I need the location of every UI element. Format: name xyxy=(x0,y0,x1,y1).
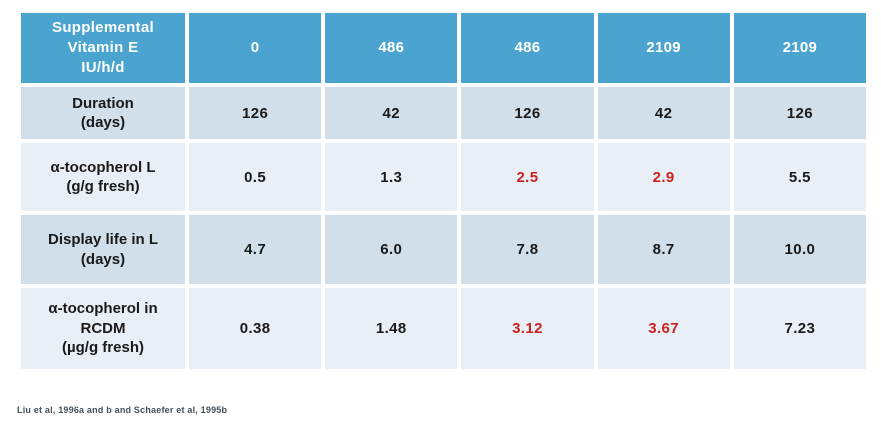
table-cell: 0.5 xyxy=(189,143,322,211)
table-cell: 126 xyxy=(461,87,594,139)
row-header: Display life in L (days) xyxy=(21,215,185,284)
table-cell: 7.23 xyxy=(733,288,866,369)
table-cell: 0.38 xyxy=(189,288,322,369)
table-row-display-life: Display life in L (days) 4.7 6.0 7.8 8.7… xyxy=(21,215,866,284)
table-cell: 7.8 xyxy=(461,215,594,284)
column-header: 2109 xyxy=(733,13,866,83)
table-row-duration: Duration (days) 126 42 126 42 126 xyxy=(21,87,866,139)
table-cell: 10.0 xyxy=(733,215,866,284)
table-cell: 1.3 xyxy=(325,143,458,211)
table-cell: 1.48 xyxy=(325,288,458,369)
column-header: 486 xyxy=(325,13,458,83)
table-cell: 42 xyxy=(597,87,730,139)
table-cell: 126 xyxy=(189,87,322,139)
table-cell: 4.7 xyxy=(189,215,322,284)
table-cell: 2.9 xyxy=(597,143,730,211)
table-header-label: Supplemental Vitamin E IU/h/d xyxy=(21,13,185,83)
table-header-row: Supplemental Vitamin E IU/h/d 0 486 486 … xyxy=(21,13,866,83)
column-header: 486 xyxy=(461,13,594,83)
table-cell: 2.5 xyxy=(461,143,594,211)
table-cell: 8.7 xyxy=(597,215,730,284)
table-cell: 6.0 xyxy=(325,215,458,284)
table-cell: 3.12 xyxy=(461,288,594,369)
table-cell: 5.5 xyxy=(733,143,866,211)
column-header: 2109 xyxy=(597,13,730,83)
row-header: Duration (days) xyxy=(21,87,185,139)
table-row-tocopherol-l: α-tocopherol L (g/g fresh) 0.5 1.3 2.5 2… xyxy=(21,143,866,211)
table-cell: 3.67 xyxy=(597,288,730,369)
table-row-tocopherol-rcdm: α-tocopherol in RCDM (µg/g fresh) 0.38 1… xyxy=(21,288,866,369)
table-cell: 42 xyxy=(325,87,458,139)
row-header: α-tocopherol L (g/g fresh) xyxy=(21,143,185,211)
table-cell: 126 xyxy=(733,87,866,139)
row-header: α-tocopherol in RCDM (µg/g fresh) xyxy=(21,288,185,369)
column-header: 0 xyxy=(189,13,322,83)
citation-text: Liu et al, 1996a and b and Schaefer et a… xyxy=(17,405,228,415)
vitamin-e-table: Supplemental Vitamin E IU/h/d 0 486 486 … xyxy=(17,9,870,373)
